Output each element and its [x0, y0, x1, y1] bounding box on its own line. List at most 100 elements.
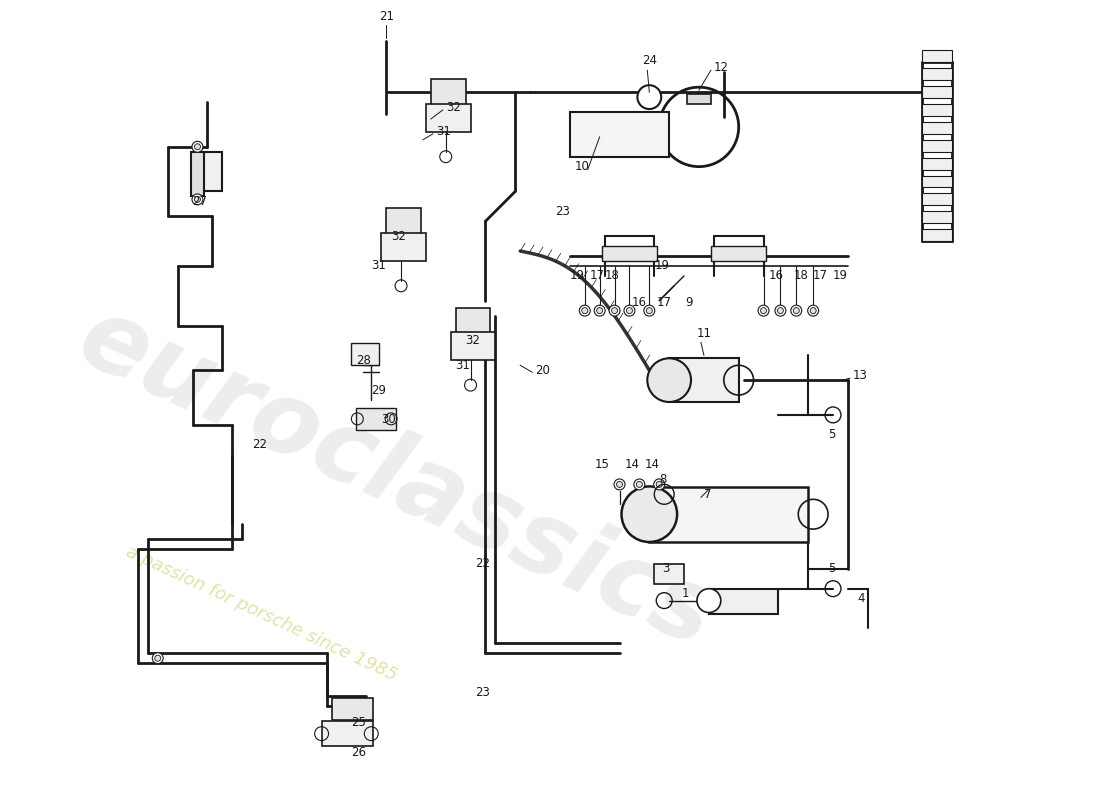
Text: 14: 14 — [645, 458, 659, 471]
Text: 19: 19 — [654, 259, 669, 273]
Bar — [923, 211, 953, 223]
Bar — [190, 152, 205, 197]
Text: 25: 25 — [351, 716, 366, 730]
Text: 4: 4 — [858, 592, 866, 605]
Text: 16: 16 — [631, 296, 647, 309]
Text: 23: 23 — [556, 205, 570, 218]
Circle shape — [616, 482, 623, 487]
Bar — [923, 50, 953, 62]
Bar — [708, 589, 779, 614]
Bar — [431, 79, 465, 107]
Bar — [386, 208, 421, 236]
Circle shape — [778, 308, 783, 314]
Text: 31: 31 — [436, 126, 451, 138]
Circle shape — [626, 308, 632, 314]
Text: 29: 29 — [372, 383, 386, 397]
Circle shape — [774, 305, 785, 316]
Circle shape — [612, 308, 617, 314]
Bar — [192, 152, 222, 191]
Bar — [426, 104, 471, 132]
Circle shape — [793, 308, 800, 314]
Circle shape — [647, 308, 652, 314]
Bar — [455, 308, 491, 335]
Text: 15: 15 — [595, 458, 609, 471]
Bar — [923, 68, 953, 80]
Bar — [669, 358, 739, 402]
Circle shape — [634, 479, 645, 490]
Circle shape — [647, 358, 691, 402]
Text: 30: 30 — [382, 414, 396, 426]
Bar — [451, 333, 495, 360]
Circle shape — [807, 305, 818, 316]
Bar — [923, 175, 953, 187]
Text: 22: 22 — [252, 438, 267, 451]
Circle shape — [624, 305, 635, 316]
Bar — [923, 194, 953, 206]
Bar — [331, 698, 373, 720]
Circle shape — [657, 482, 662, 487]
Bar — [923, 140, 953, 152]
Text: 11: 11 — [696, 327, 712, 341]
Text: 14: 14 — [625, 458, 639, 471]
Circle shape — [609, 305, 620, 316]
Text: 19: 19 — [833, 270, 848, 282]
Text: 5: 5 — [828, 562, 835, 575]
Text: 8: 8 — [659, 473, 667, 486]
Text: 18: 18 — [605, 270, 619, 282]
Bar — [688, 94, 711, 104]
Bar — [923, 122, 953, 134]
Text: 23: 23 — [475, 686, 491, 699]
Circle shape — [195, 196, 200, 202]
Circle shape — [596, 308, 603, 314]
Bar — [321, 721, 373, 746]
Circle shape — [811, 308, 816, 314]
Text: 13: 13 — [852, 369, 868, 382]
Text: 18: 18 — [793, 270, 808, 282]
Text: 7: 7 — [704, 488, 712, 501]
Text: 10: 10 — [575, 160, 590, 173]
Circle shape — [155, 655, 161, 661]
Circle shape — [580, 305, 591, 316]
Bar — [649, 487, 808, 542]
Bar — [711, 246, 767, 261]
Circle shape — [594, 305, 605, 316]
Text: 20: 20 — [535, 364, 550, 377]
Text: 31: 31 — [372, 259, 386, 273]
Text: 12: 12 — [714, 61, 729, 74]
Bar — [356, 408, 396, 430]
Text: a passion for porsche since 1985: a passion for porsche since 1985 — [123, 542, 400, 685]
Text: 17: 17 — [657, 296, 672, 309]
Text: 31: 31 — [455, 358, 471, 372]
Bar — [351, 343, 380, 366]
Circle shape — [192, 194, 202, 205]
Text: 32: 32 — [465, 334, 481, 347]
Text: 32: 32 — [446, 101, 461, 114]
Circle shape — [152, 653, 163, 664]
Bar — [923, 229, 953, 241]
Circle shape — [760, 308, 767, 314]
Text: 3: 3 — [662, 562, 669, 575]
Circle shape — [758, 305, 769, 316]
Circle shape — [697, 589, 720, 613]
Circle shape — [644, 305, 654, 316]
Text: 32: 32 — [392, 230, 406, 242]
Circle shape — [192, 142, 202, 152]
Circle shape — [653, 479, 664, 490]
Text: 1: 1 — [682, 587, 689, 600]
Bar — [923, 86, 953, 98]
Circle shape — [582, 308, 587, 314]
Circle shape — [195, 144, 200, 150]
Text: 19: 19 — [570, 270, 585, 282]
Circle shape — [621, 486, 678, 542]
Text: 22: 22 — [475, 558, 491, 570]
Text: 5: 5 — [828, 428, 835, 442]
Text: 24: 24 — [641, 54, 657, 67]
Text: 17: 17 — [813, 270, 828, 282]
Text: 21: 21 — [378, 10, 394, 22]
Bar — [923, 104, 953, 116]
Text: 16: 16 — [769, 270, 783, 282]
Text: 26: 26 — [351, 746, 366, 759]
Bar — [602, 246, 658, 261]
Text: 9: 9 — [685, 296, 693, 309]
Circle shape — [791, 305, 802, 316]
